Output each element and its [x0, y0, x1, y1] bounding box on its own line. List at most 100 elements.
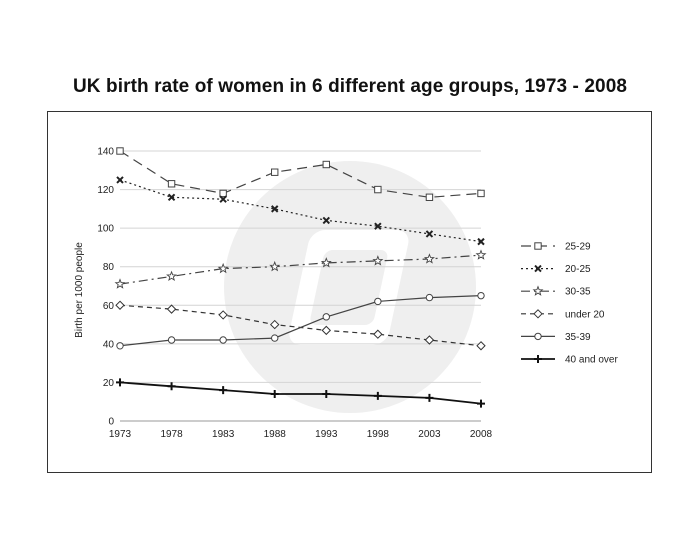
- data-point: [322, 313, 330, 321]
- y-axis-label: Birth per 1000 people: [74, 242, 85, 338]
- data-point: [271, 205, 279, 213]
- data-point: [374, 185, 382, 194]
- data-point: [476, 341, 486, 351]
- data-point: [374, 222, 382, 230]
- legend-label: under 20: [565, 309, 605, 320]
- data-point: [219, 189, 227, 198]
- legend-label: 40 and over: [565, 355, 618, 366]
- data-point: [425, 230, 434, 238]
- legend-marker: [534, 242, 542, 250]
- data-point: [167, 180, 176, 188]
- data-point: [115, 300, 125, 310]
- legend-item: 20-25: [521, 264, 591, 275]
- data-point: [116, 378, 124, 387]
- series-25-29: [116, 147, 485, 201]
- x-tick-label: 1978: [160, 429, 183, 440]
- legend-item: 25-29: [521, 242, 591, 253]
- legend-item: under 20: [521, 309, 605, 320]
- data-point: [166, 270, 178, 282]
- gridlines: [120, 150, 481, 383]
- data-point: [219, 386, 228, 395]
- series-line: [119, 150, 482, 198]
- series-line: [119, 254, 482, 285]
- chart-title: UK birth rate of women in 6 different ag…: [72, 76, 628, 97]
- data-point: [270, 319, 280, 330]
- data-point: [269, 260, 281, 272]
- data-point: [322, 390, 331, 398]
- x-tick-label: 1973: [109, 429, 132, 440]
- legend-marker: [533, 309, 543, 319]
- data-point: [374, 297, 382, 306]
- data-point: [372, 255, 384, 266]
- legend-item: 30-35: [521, 285, 591, 298]
- legend-label: 20-25: [565, 264, 591, 275]
- legend-item: 40 and over: [521, 355, 618, 366]
- data-point: [116, 176, 124, 184]
- series-line: [119, 179, 482, 243]
- y-tick-label: 80: [103, 262, 115, 273]
- data-point: [271, 168, 279, 176]
- data-point: [167, 193, 176, 201]
- y-tick-label: 140: [97, 147, 114, 158]
- data-point: [167, 382, 176, 391]
- series-line: [119, 381, 482, 405]
- legend-marker: [532, 285, 544, 296]
- data-point: [477, 237, 485, 246]
- y-tick-label: 100: [97, 224, 114, 235]
- series-30-35: [114, 249, 487, 289]
- series-lines: [114, 147, 487, 408]
- data-point: [217, 262, 229, 274]
- y-tick-label: 20: [103, 378, 115, 389]
- data-point: [321, 325, 331, 336]
- series-35-39: [116, 291, 485, 350]
- legend-label: 35-39: [565, 332, 591, 343]
- data-point: [477, 189, 485, 198]
- legend-item: 35-39: [521, 332, 591, 343]
- x-tick-label: 2008: [470, 429, 493, 440]
- data-point: [373, 329, 383, 339]
- data-point: [166, 304, 177, 314]
- series-20-25: [116, 176, 485, 246]
- data-point: [114, 278, 126, 289]
- data-point: [167, 336, 176, 344]
- series-line: [119, 295, 482, 347]
- x-tick-label: 1988: [264, 429, 287, 440]
- data-point: [425, 193, 434, 201]
- data-point: [475, 249, 487, 260]
- x-tick-label: 1993: [315, 429, 338, 440]
- data-point: [477, 399, 485, 408]
- watermark-logo-icon: [224, 161, 476, 413]
- data-point: [373, 391, 382, 400]
- data-point: [425, 293, 434, 302]
- data-point: [425, 393, 434, 402]
- data-point: [116, 147, 124, 155]
- data-point: [270, 390, 279, 398]
- axes: 0 20 40 60 80 100 120 140 1973 1978 1983 1988 1993 19…: [97, 147, 492, 441]
- y-tick-label: 40: [103, 339, 115, 350]
- data-point: [322, 216, 330, 225]
- legend-marker: [534, 332, 542, 341]
- data-point: [271, 334, 279, 342]
- y-tick-label: 0: [108, 417, 114, 428]
- x-tick-label: 1998: [367, 429, 390, 440]
- data-point: [116, 342, 124, 350]
- data-point: [424, 335, 435, 345]
- x-tick-label: 2003: [418, 429, 441, 440]
- legend-label: 30-35: [565, 287, 591, 298]
- legend-label: 25-29: [565, 242, 591, 253]
- data-point: [219, 195, 227, 203]
- legend-marker: [534, 355, 542, 363]
- chart-frame: [47, 111, 652, 473]
- y-tick-label: 120: [97, 185, 114, 196]
- legend: 25-29 20-25 30-35 under 20 35-39 40 and over: [521, 242, 618, 366]
- x-tick-label: 1983: [212, 429, 235, 440]
- series-40-and-over: [116, 378, 485, 408]
- data-point: [218, 310, 228, 320]
- y-tick-label: 60: [103, 301, 115, 312]
- data-point: [423, 253, 435, 264]
- legend-marker: [534, 264, 542, 273]
- data-point: [477, 291, 485, 300]
- data-point: [320, 257, 332, 268]
- data-point: [322, 160, 330, 169]
